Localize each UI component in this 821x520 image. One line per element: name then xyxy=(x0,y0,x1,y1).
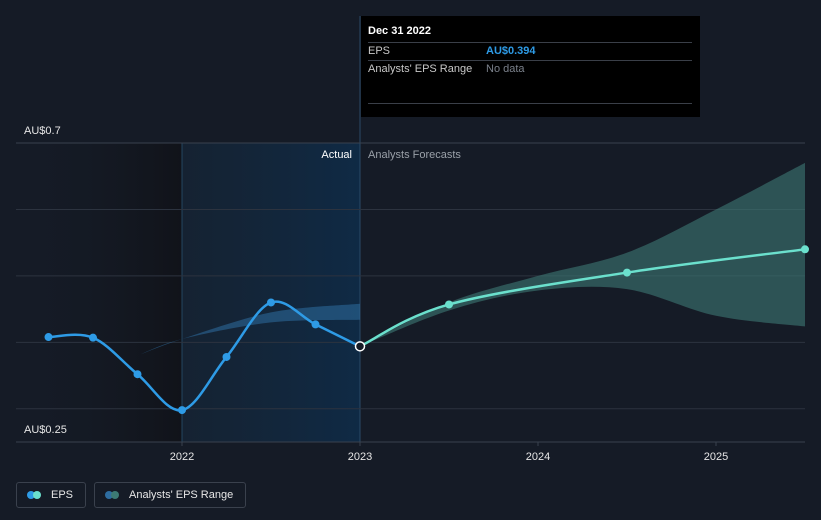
eps-selected-point xyxy=(354,341,366,352)
tooltip-range-label: Analysts' EPS Range xyxy=(368,63,473,75)
chart-legend: EPS Analysts' EPS Range xyxy=(16,482,247,508)
x-tick-label: 2022 xyxy=(170,451,194,463)
tooltip-range-value: No data xyxy=(486,63,525,75)
eps-forecast-point xyxy=(445,300,453,309)
tooltip-date: Dec 31 2022 xyxy=(368,25,431,37)
eps-forecast-point xyxy=(801,245,809,254)
past-shading xyxy=(16,143,182,442)
eps-actual-point xyxy=(89,333,97,342)
tooltip-eps-value: AU$0.394 xyxy=(486,45,536,57)
tooltip-range-row: Analysts' EPS Range No data xyxy=(368,60,692,104)
eps-actual-point xyxy=(311,320,320,329)
eps-actual-line xyxy=(48,300,361,412)
eps-actual-point xyxy=(178,406,186,415)
x-tick-label: 2024 xyxy=(526,451,550,463)
legend-range-toggle[interactable]: Analysts' EPS Range xyxy=(94,482,247,508)
eps-swatch-icon xyxy=(27,491,43,499)
section-label-actual: Actual xyxy=(321,149,352,161)
y-tick-label: AU$0.25 xyxy=(24,424,67,436)
x-tick-label: 2025 xyxy=(704,451,728,463)
highlight-band xyxy=(182,143,360,442)
hover-tooltip: Dec 31 2022 EPS AU$0.394 Analysts' EPS R… xyxy=(361,16,700,117)
x-tick-label: 2023 xyxy=(348,451,372,463)
eps-actual-point xyxy=(133,370,142,379)
legend-eps-toggle[interactable]: EPS xyxy=(16,482,87,508)
y-tick-label: AU$0.7 xyxy=(24,125,61,137)
range-swatch-icon xyxy=(105,491,121,499)
legend-range-label: Analysts' EPS Range xyxy=(129,489,234,501)
eps-actual-point xyxy=(222,352,231,361)
eps-actual-point xyxy=(267,298,275,307)
section-label-forecast: Analysts Forecasts xyxy=(368,149,461,161)
eps-forecast-point xyxy=(623,268,631,277)
tooltip-eps-row: EPS AU$0.394 xyxy=(368,42,692,60)
legend-eps-label: EPS xyxy=(51,489,74,501)
tooltip-eps-label: EPS xyxy=(368,45,391,57)
eps-forecast-line xyxy=(359,248,806,348)
range-band-forecast xyxy=(360,162,805,347)
eps-actual-point xyxy=(44,333,53,342)
